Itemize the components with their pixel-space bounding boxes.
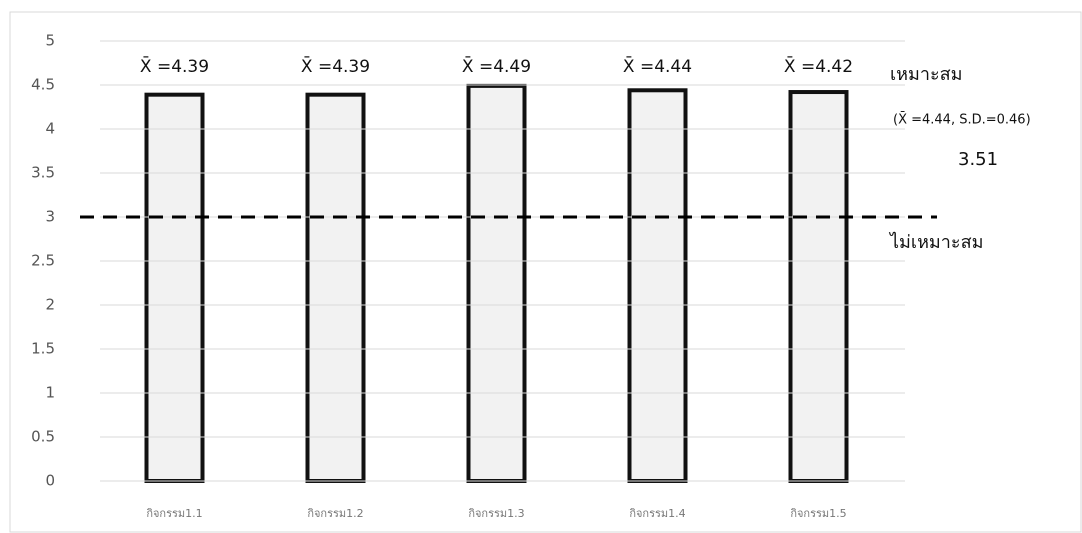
value-label: X̄ =4.39 xyxy=(140,55,209,77)
y-tick-label: 4.5 xyxy=(31,76,55,94)
x-tick-label: กิจกรรม1.3 xyxy=(468,507,525,520)
y-tick-label: 2.5 xyxy=(31,252,55,270)
x-tick-label: กิจกรรม1.2 xyxy=(307,507,364,520)
x-tick-label: กิจกรรม1.1 xyxy=(146,507,203,520)
chart-frame xyxy=(9,11,1082,533)
y-tick-label: 3 xyxy=(45,208,55,226)
bar xyxy=(305,92,366,484)
annotation: ไม่เหมาะสม xyxy=(888,231,983,253)
y-tick-label: 0.5 xyxy=(31,428,55,446)
y-tick-label: 4 xyxy=(45,120,55,138)
y-tick-label: 3.5 xyxy=(31,164,55,182)
y-tick-label: 5 xyxy=(45,32,55,50)
value-label: X̄ =4.39 xyxy=(301,55,370,77)
bar xyxy=(466,83,527,483)
x-tick-label: กิจกรรม1.4 xyxy=(629,507,686,520)
annotation: 3.51 xyxy=(958,149,998,170)
bar xyxy=(144,92,205,484)
bar xyxy=(627,88,688,483)
y-tick-label: 1.5 xyxy=(31,340,55,358)
value-label: X̄ =4.49 xyxy=(462,55,531,77)
x-tick-label: กิจกรรม1.5 xyxy=(790,507,847,520)
value-label: X̄ =4.44 xyxy=(623,55,692,77)
y-tick-label: 0 xyxy=(45,472,55,490)
y-tick-label: 1 xyxy=(45,384,55,402)
bar xyxy=(788,90,849,483)
annotation: (X̄ =4.44, S.D.=0.46) xyxy=(893,112,1031,127)
value-label: X̄ =4.42 xyxy=(784,55,853,77)
y-tick-label: 2 xyxy=(45,296,55,314)
annotation: เหมาะสม xyxy=(890,64,963,85)
